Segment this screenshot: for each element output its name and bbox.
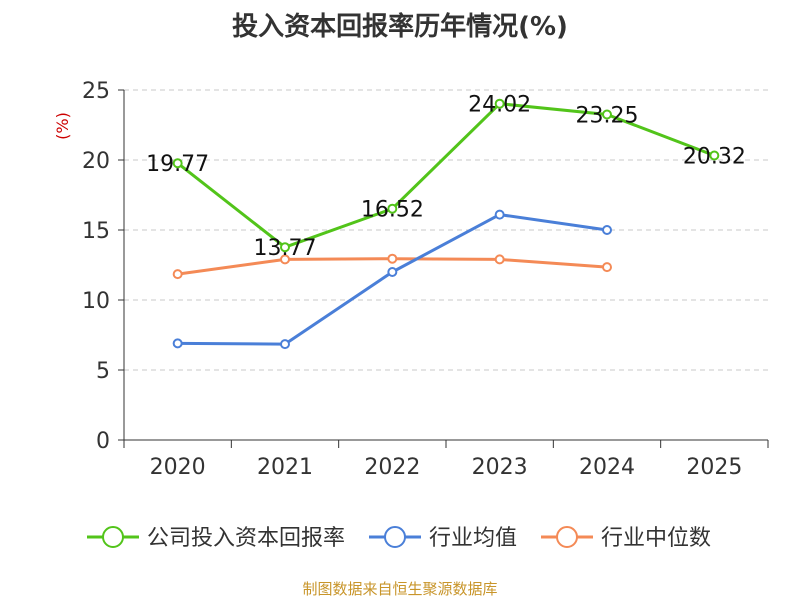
data-point xyxy=(387,203,398,214)
y-tick-label: 15 xyxy=(82,219,110,244)
series-lines xyxy=(172,98,720,350)
legend-label: 行业均值 xyxy=(429,526,517,551)
legend-item[interactable]: 行业中位数 xyxy=(541,526,711,551)
data-point xyxy=(602,262,612,273)
data-point xyxy=(172,338,183,349)
x-tick-label: 2025 xyxy=(686,455,742,480)
legend-marker-icon xyxy=(102,526,124,548)
data-label: 20.32 xyxy=(683,145,746,170)
chart-title: 投入资本回报率历年情况(%) xyxy=(232,12,568,42)
y-tick-label: 0 xyxy=(96,429,110,454)
y-axis-label: (%) xyxy=(53,112,72,140)
x-tick-label: 2022 xyxy=(364,455,420,480)
gridlines xyxy=(124,89,768,371)
data-point xyxy=(280,242,290,253)
data-point xyxy=(387,267,398,277)
data-point xyxy=(494,254,505,265)
data-label: 13.77 xyxy=(254,236,317,261)
legend[interactable]: 公司投入资本回报率 行业均值 行业中位数 xyxy=(87,526,711,551)
data-point xyxy=(709,150,720,161)
data-label: 19.77 xyxy=(146,152,209,177)
legend-item[interactable]: 行业均值 xyxy=(369,526,517,551)
x-tick-label: 2020 xyxy=(150,455,206,480)
series-line xyxy=(176,102,715,249)
data-point xyxy=(602,109,612,120)
x-tick-label: 2021 xyxy=(257,455,313,480)
legend-label: 公司投入资本回报率 xyxy=(147,526,345,551)
legend-label: 行业中位数 xyxy=(601,526,711,551)
x-tick-label: 2024 xyxy=(579,455,635,480)
legend-item[interactable]: 公司投入资本回报率 xyxy=(87,526,345,551)
data-labels: 19.77 13.77 16.52 24.02 23.25 20.32 xyxy=(146,93,746,262)
legend-marker-icon xyxy=(384,526,406,548)
series-line xyxy=(177,213,608,346)
data-point xyxy=(280,339,290,350)
data-point xyxy=(172,158,183,169)
y-tick-label: 20 xyxy=(82,149,110,174)
legend-marker-icon xyxy=(556,526,578,548)
y-tick-label: 10 xyxy=(82,289,110,314)
y-tick-label: 25 xyxy=(82,79,110,104)
data-label: 24.02 xyxy=(468,93,531,118)
x-tick-label: 2023 xyxy=(472,455,528,480)
data-point xyxy=(494,98,505,109)
source-note: 制图数据来自恒生聚源数据库 xyxy=(302,580,498,598)
data-point xyxy=(602,225,612,235)
data-point xyxy=(494,209,505,220)
data-point xyxy=(172,269,183,280)
data-point xyxy=(280,254,290,265)
y-tick-label: 5 xyxy=(96,359,110,384)
data-label: 23.25 xyxy=(576,104,639,129)
data-point xyxy=(387,253,398,264)
data-label: 16.52 xyxy=(361,198,424,223)
